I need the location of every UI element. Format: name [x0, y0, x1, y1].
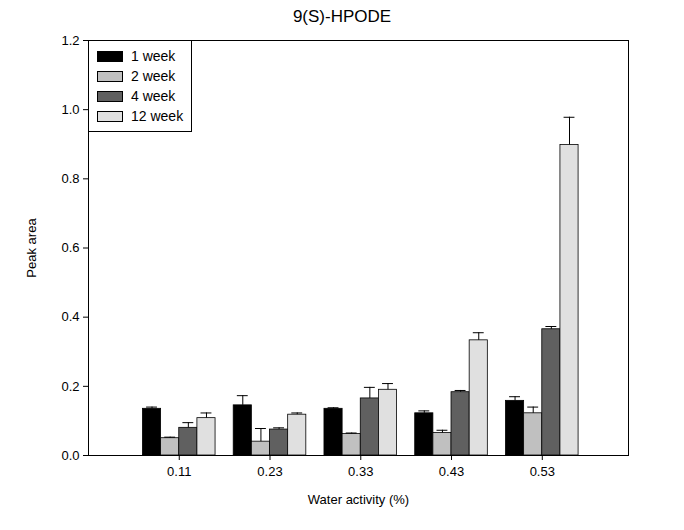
svg-text:0.2: 0.2 [61, 378, 79, 393]
html-text:9(S)-HPODE: 9(S)-HPODE [292, 7, 392, 26]
svg-text:0.43: 0.43 [439, 464, 464, 479]
svg-text:0.4: 0.4 [61, 309, 79, 324]
html-text:2 week: 2 week [131, 68, 176, 84]
html-text:12 week: 12 week [131, 108, 184, 124]
svg-text:0.33: 0.33 [348, 464, 373, 479]
svg-text:0.23: 0.23 [257, 464, 282, 479]
svg-text:0.53: 0.53 [530, 464, 555, 479]
svg-text:1.2: 1.2 [61, 33, 79, 48]
svg-text:0.0: 0.0 [61, 448, 79, 463]
html-text:4 week: 4 week [131, 88, 176, 104]
svg-text:Water activity (%): Water activity (%) [308, 492, 409, 507]
html-text:1 week: 1 week [131, 48, 176, 64]
svg-text:Peak area: Peak area [24, 218, 39, 278]
svg-text:0.8: 0.8 [61, 171, 79, 186]
svg-text:0.11: 0.11 [167, 464, 191, 479]
svg-text:1.0: 1.0 [61, 102, 79, 117]
svg-text:0.6: 0.6 [61, 240, 79, 255]
